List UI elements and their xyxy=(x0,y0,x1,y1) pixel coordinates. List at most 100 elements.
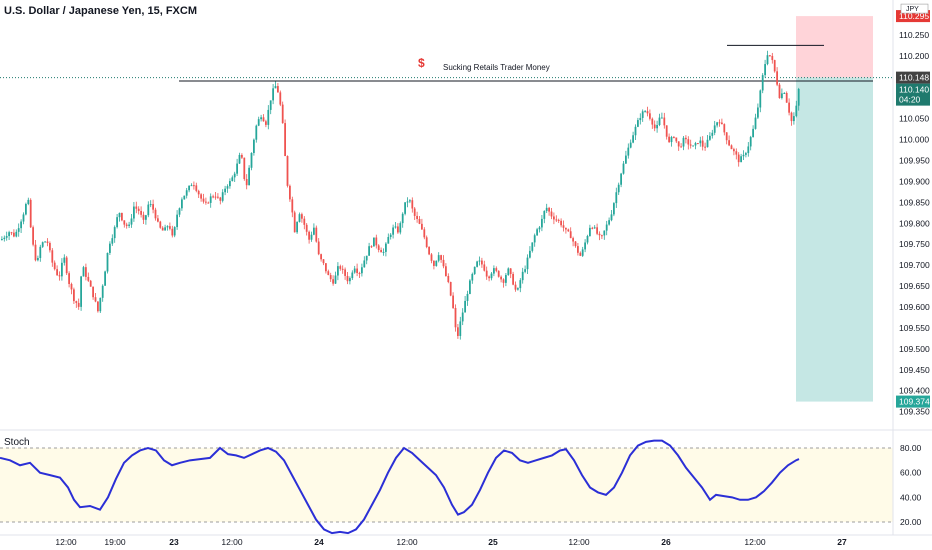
candle-body xyxy=(423,229,426,238)
candle-body xyxy=(248,167,250,186)
candle-body xyxy=(665,125,668,137)
candle-body xyxy=(735,151,738,155)
candle-body xyxy=(589,227,591,236)
candle-body xyxy=(337,266,339,276)
candle-body xyxy=(560,220,562,226)
candle-body xyxy=(437,255,440,261)
candle-body xyxy=(365,255,368,261)
candle-body xyxy=(279,92,282,105)
candle-body xyxy=(677,141,680,147)
candle-body xyxy=(356,268,358,273)
candle-body xyxy=(277,86,279,93)
candle-body xyxy=(214,196,217,198)
price-tick-label: 109.900 xyxy=(899,176,930,186)
candle-body xyxy=(284,123,286,157)
candle-body xyxy=(164,227,166,231)
candle-body xyxy=(685,137,687,140)
candle-body xyxy=(373,237,375,247)
candle-body xyxy=(176,214,178,228)
candle-body xyxy=(421,223,423,230)
time-tick-label: 27 xyxy=(837,537,847,547)
candle-body xyxy=(661,117,663,119)
candle-body xyxy=(747,146,750,154)
candle-body xyxy=(529,250,531,258)
candle-body xyxy=(675,137,678,142)
stoch-band xyxy=(0,448,893,522)
candle-body xyxy=(97,301,99,312)
candle-body xyxy=(238,154,241,164)
candle-body xyxy=(781,93,783,99)
candle-body xyxy=(44,241,46,243)
candle-body xyxy=(682,137,685,147)
stoch-label: Stoch xyxy=(4,437,30,448)
candle-body xyxy=(620,173,622,185)
candle-body xyxy=(673,137,675,139)
candle-body xyxy=(574,241,577,247)
candle-body xyxy=(351,272,354,279)
candle-body xyxy=(788,102,790,113)
candle-body xyxy=(404,202,406,214)
last-price-text: 110.148 xyxy=(899,73,929,83)
candle-body xyxy=(339,266,342,269)
candle-body xyxy=(22,214,25,222)
candle-body xyxy=(629,142,632,148)
candle-body xyxy=(8,232,10,237)
candle-body xyxy=(591,227,594,229)
candle-body xyxy=(212,196,214,198)
candle-body xyxy=(145,215,147,220)
candle-body xyxy=(507,268,510,276)
candle-body xyxy=(454,307,457,328)
candle-body xyxy=(471,273,474,281)
stop-price-text: 110.295 xyxy=(899,11,929,21)
price-tick-label: 109.700 xyxy=(899,260,930,270)
candle-body xyxy=(723,124,726,133)
price-tick-label: 109.850 xyxy=(899,197,930,207)
candle-body xyxy=(17,228,20,232)
candle-body xyxy=(56,269,58,276)
candle-body xyxy=(452,295,454,308)
time-tick-label: 24 xyxy=(314,537,324,547)
candle-body xyxy=(608,220,610,225)
candle-body xyxy=(58,275,61,277)
candle-body xyxy=(207,202,210,204)
candle-body xyxy=(286,156,289,186)
candle-body xyxy=(761,75,764,91)
candle-body xyxy=(641,111,644,118)
candle-body xyxy=(13,232,15,237)
candle-body xyxy=(291,199,294,213)
candle-body xyxy=(385,243,387,252)
candle-body xyxy=(651,118,654,125)
price-tick-label: 109.800 xyxy=(899,218,930,228)
candle-body xyxy=(538,227,541,230)
candle-body xyxy=(317,241,320,255)
time-tick-label: 12:00 xyxy=(396,537,418,547)
candle-body xyxy=(111,238,114,244)
candle-body xyxy=(325,263,327,272)
candle-body xyxy=(358,272,361,274)
candle-body xyxy=(217,196,219,198)
price-tick-label: 109.400 xyxy=(899,386,930,396)
candle-body xyxy=(20,221,22,229)
candle-body xyxy=(605,224,608,231)
candle-body xyxy=(399,223,402,233)
candle-body xyxy=(536,229,538,236)
candle-body xyxy=(785,92,788,103)
candle-body xyxy=(185,190,188,196)
candle-body xyxy=(310,234,313,240)
time-tick-label: 12:00 xyxy=(55,537,77,547)
candle-body xyxy=(524,269,526,272)
candle-body xyxy=(94,297,97,302)
candle-body xyxy=(481,260,483,265)
candle-body xyxy=(517,288,519,290)
price-tick-label: 110.050 xyxy=(899,114,929,124)
candle-body xyxy=(663,117,666,126)
candle-body xyxy=(435,260,438,266)
candle-body xyxy=(581,249,584,256)
candle-body xyxy=(464,300,466,313)
time-tick-label: 12:00 xyxy=(221,537,243,547)
candle-body xyxy=(149,204,152,206)
pair-text: JPY xyxy=(906,6,919,13)
candle-body xyxy=(272,88,274,101)
candle-body xyxy=(183,195,186,200)
candle-body xyxy=(697,143,699,145)
